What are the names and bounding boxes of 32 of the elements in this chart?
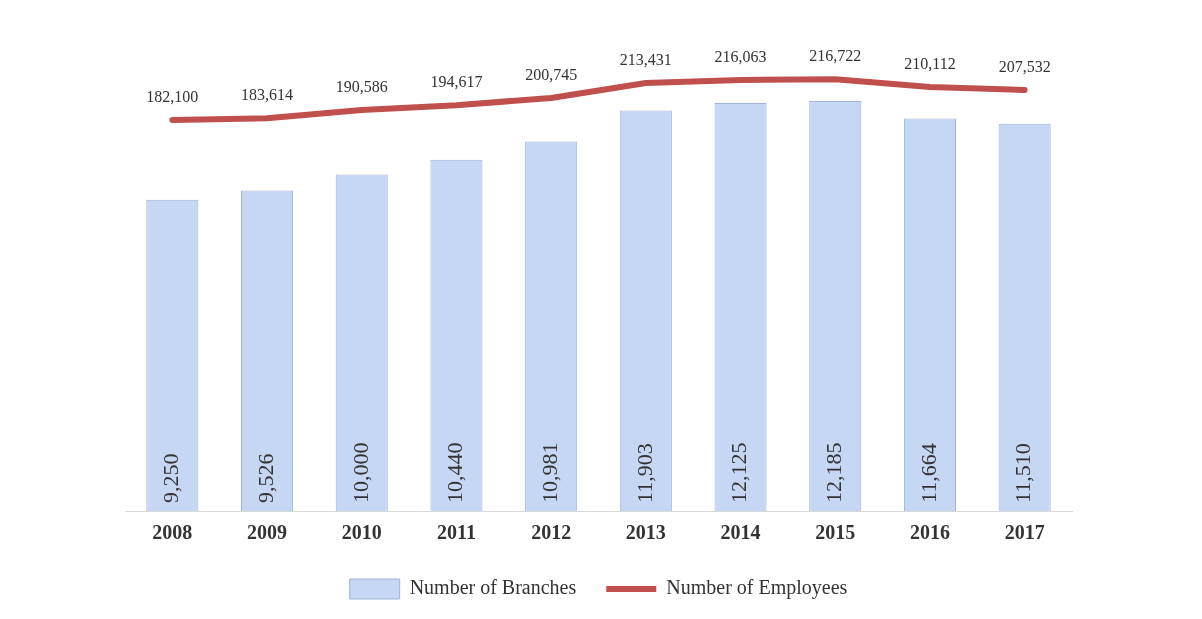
data-label: 12,125 [726, 442, 752, 503]
data-label: 183,614 [241, 86, 294, 104]
data-label: 194,617 [430, 73, 483, 91]
x-tick-label: 2011 [437, 521, 476, 544]
x-tick-label: 2008 [152, 521, 193, 544]
data-label: 200,745 [525, 66, 578, 84]
x-tick-label: 2016 [909, 521, 950, 544]
data-label: 11,664 [915, 443, 941, 503]
data-label: 9,526 [252, 453, 278, 503]
data-label: 9,250 [158, 453, 184, 503]
x-tick-label: 2015 [815, 521, 856, 544]
x-tick-label: 2014 [720, 521, 761, 544]
data-label: 210,112 [904, 55, 956, 73]
data-label: 10,440 [442, 442, 468, 503]
x-tick-label: 2009 [247, 521, 288, 544]
data-label: 12,185 [821, 442, 847, 503]
data-label: 216,063 [714, 48, 767, 66]
data-label: 190,586 [335, 78, 388, 96]
x-tick-label: 2010 [341, 521, 382, 544]
data-label: 11,510 [1010, 443, 1036, 503]
data-label: 213,431 [619, 51, 672, 69]
x-tick-label: 2012 [531, 521, 572, 544]
x-tick-label: 2017 [1004, 521, 1045, 544]
data-label: 10,000 [347, 442, 373, 503]
data-label: 11,903 [631, 443, 657, 503]
legend-label: Number of Employees [666, 576, 848, 600]
data-label: 207,532 [998, 58, 1051, 76]
x-tick-label: 2013 [625, 521, 666, 544]
data-label: 10,981 [536, 442, 562, 503]
data-label: 216,722 [809, 47, 862, 65]
legend-label: Number of Branches [409, 576, 577, 599]
data-label: 182,100 [146, 88, 199, 106]
